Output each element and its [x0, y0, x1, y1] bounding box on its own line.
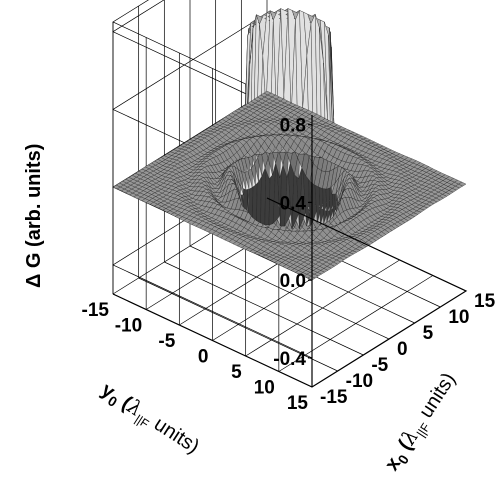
x-tick-label: -5	[371, 355, 388, 376]
x-tick-label: -10	[346, 371, 373, 392]
y-tick-label: 15	[287, 393, 309, 414]
grid-line	[112, 0, 313, 116]
z-axis-label: Δ G (arb. units)	[23, 144, 45, 288]
front-frame	[112, 115, 468, 388]
floor-edge	[112, 197, 468, 388]
x-tick-label: 5	[423, 323, 434, 344]
surface-mesh	[112, 8, 467, 281]
surface-patch	[458, 181, 467, 187]
grid-line	[245, 259, 400, 357]
y-tick-label: -5	[158, 331, 175, 352]
x-tick-label: 0	[397, 339, 408, 360]
x-tick-label: -15	[320, 387, 348, 408]
z-tick-label: -0.4	[273, 349, 306, 370]
x-tick-label: 10	[448, 307, 469, 328]
z-tick-label: 0.4	[280, 193, 307, 214]
y-tick-label: -15	[82, 300, 110, 321]
z-tick-label: 0.0	[280, 271, 306, 292]
y-axis-label: y0 (λ||F units)	[96, 377, 205, 461]
y-tick-label: 10	[254, 378, 275, 399]
y-tick-label: 0	[198, 347, 209, 368]
z-tick-label: 0.8	[280, 116, 306, 137]
y-tick-label: 5	[231, 362, 242, 383]
x-tick-label: 15	[474, 291, 496, 312]
x-axis-label: x0 (λ||F units)	[379, 368, 463, 477]
y-tick-label: -10	[115, 316, 142, 337]
grid-line	[278, 275, 434, 372]
